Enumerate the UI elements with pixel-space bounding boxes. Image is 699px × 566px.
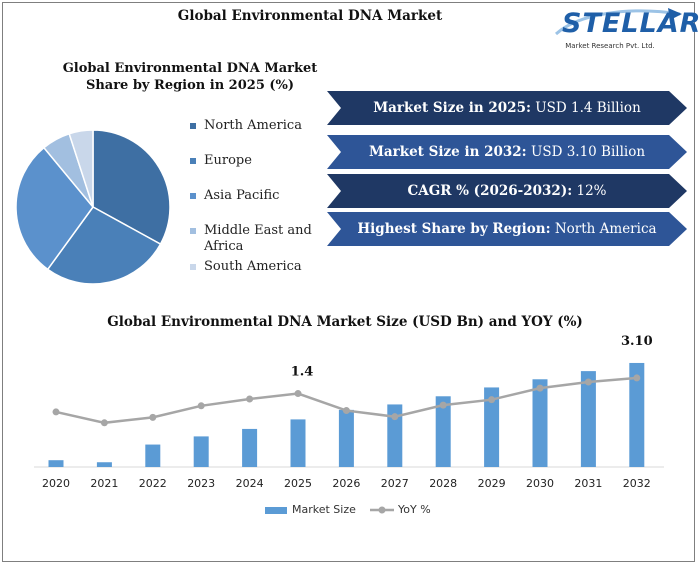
banner-label: CAGR % (2026-2032): — [407, 183, 573, 199]
legend-label: Middle East and Africa — [204, 223, 312, 254]
bar-2032 — [629, 362, 645, 467]
yoy-point-2023 — [197, 402, 205, 410]
yoy-point-2026 — [342, 407, 350, 415]
x-tick-label: 2023 — [187, 477, 215, 490]
pie-slice-europe — [46, 206, 162, 285]
legend-swatch — [190, 123, 196, 129]
data-label-2032: 3.10 — [621, 334, 653, 349]
bar-chart-legend: Market Size YoY % — [0, 500, 699, 520]
banner-shape — [327, 174, 687, 208]
x-tick-label: 2022 — [139, 477, 167, 490]
pie-title-line-2: Share by Region in 2025 (%) — [85, 78, 295, 93]
banner-shape — [327, 212, 687, 246]
yoy-point-2021 — [100, 419, 108, 427]
pie-chart-title: Global Environmental DNA Market Share by… — [40, 60, 340, 94]
yoy-point-2029 — [488, 396, 496, 404]
legend-label: Market Size — [292, 503, 356, 516]
logo-text: STELLAR — [562, 8, 699, 39]
x-tick-label: 2032 — [623, 477, 651, 490]
bar-chart-title: Global Environmental DNA Market Size (US… — [107, 314, 583, 330]
bar-2027 — [387, 404, 403, 467]
legend-item-yoy: YoY % — [370, 500, 431, 520]
x-tick-label: 2031 — [574, 477, 602, 490]
bar-2031 — [580, 371, 596, 467]
banner-label: Market Size in 2025: — [373, 100, 531, 116]
banner-shape — [327, 91, 687, 125]
x-tick-label: 2029 — [478, 477, 506, 490]
banner-value: USD 1.4 Billion — [530, 100, 641, 116]
legend-bar-swatch — [265, 506, 287, 514]
x-tick-label: 2026 — [332, 477, 360, 490]
banner-value: 12% — [572, 183, 607, 199]
yoy-point-2027 — [391, 413, 399, 421]
metric-banner: CAGR % (2026-2032): 12% — [327, 174, 687, 208]
x-tick-label: 2020 — [42, 477, 70, 490]
pie-title-line-1: Global Environmental DNA Market — [62, 61, 318, 76]
x-tick-label: 2021 — [90, 477, 118, 490]
legend-label: North America — [204, 118, 302, 133]
x-tick-label: 2027 — [381, 477, 409, 490]
legend-swatch — [190, 228, 196, 234]
banner-text: Highest Share by Region: North America — [327, 212, 687, 246]
x-tick-label: 2024 — [236, 477, 264, 490]
metric-banner: Highest Share by Region: North America — [327, 212, 687, 246]
legend-swatch — [190, 193, 196, 199]
legend-item-market-size: Market Size — [265, 500, 356, 520]
bar-2022 — [145, 444, 161, 467]
logo-subtitle: Market Research Pvt. Ltd. — [565, 42, 655, 50]
x-tick-label: 2028 — [429, 477, 457, 490]
page-title: Global Environmental DNA Market — [177, 8, 443, 24]
yoy-point-2031 — [584, 378, 592, 386]
legend-swatch — [190, 264, 196, 270]
metric-banner: Market Size in 2025: USD 1.4 Billion — [327, 91, 687, 125]
banner-text: Market Size in 2025: USD 1.4 Billion — [327, 91, 687, 125]
pie-slice-north-america — [92, 129, 171, 246]
yoy-point-2025 — [294, 390, 302, 398]
bar-2029 — [484, 387, 500, 467]
legend-label: Europe — [204, 153, 252, 168]
logo-swoosh-icon — [554, 8, 682, 36]
yoy-point-2032 — [633, 374, 641, 382]
legend-label: Asia Pacific — [204, 188, 280, 203]
bar-2025 — [290, 419, 306, 467]
legend-line-swatch — [370, 506, 394, 514]
legend-label: YoY % — [398, 503, 431, 516]
bar-2026 — [338, 409, 354, 467]
bar-2024 — [242, 428, 258, 467]
bar-2021 — [96, 462, 112, 467]
banner-shape — [327, 135, 687, 169]
data-label-2025: 1.4 — [291, 365, 314, 380]
yoy-point-2022 — [149, 413, 157, 421]
x-tick-label: 2030 — [526, 477, 554, 490]
metric-banner: Market Size in 2032: USD 3.10 Billion — [327, 135, 687, 169]
yoy-point-2024 — [246, 395, 254, 403]
bar-2020 — [48, 460, 64, 467]
bar-2023 — [193, 436, 209, 467]
yoy-point-2020 — [52, 408, 60, 416]
legend-swatch — [190, 158, 196, 164]
pie-slice-south-america — [68, 129, 94, 208]
yoy-point-2030 — [536, 384, 544, 392]
banner-label: Highest Share by Region: — [357, 221, 551, 237]
bar-2030 — [532, 379, 548, 467]
yoy-point-2028 — [439, 401, 447, 409]
banner-label: Market Size in 2032: — [368, 144, 527, 160]
company-logo: STELLAR Market Research Pvt. Ltd. — [548, 4, 699, 52]
banner-text: Market Size in 2032: USD 3.10 Billion — [327, 135, 687, 169]
bar-2028 — [435, 396, 451, 467]
banner-value: North America — [550, 221, 657, 237]
legend-label: South America — [204, 259, 302, 274]
banner-text: CAGR % (2026-2032): 12% — [327, 174, 687, 208]
x-tick-label: 2025 — [284, 477, 312, 490]
pie-slice-asia-pacific — [15, 146, 94, 271]
banner-value: USD 3.10 Billion — [526, 144, 646, 160]
